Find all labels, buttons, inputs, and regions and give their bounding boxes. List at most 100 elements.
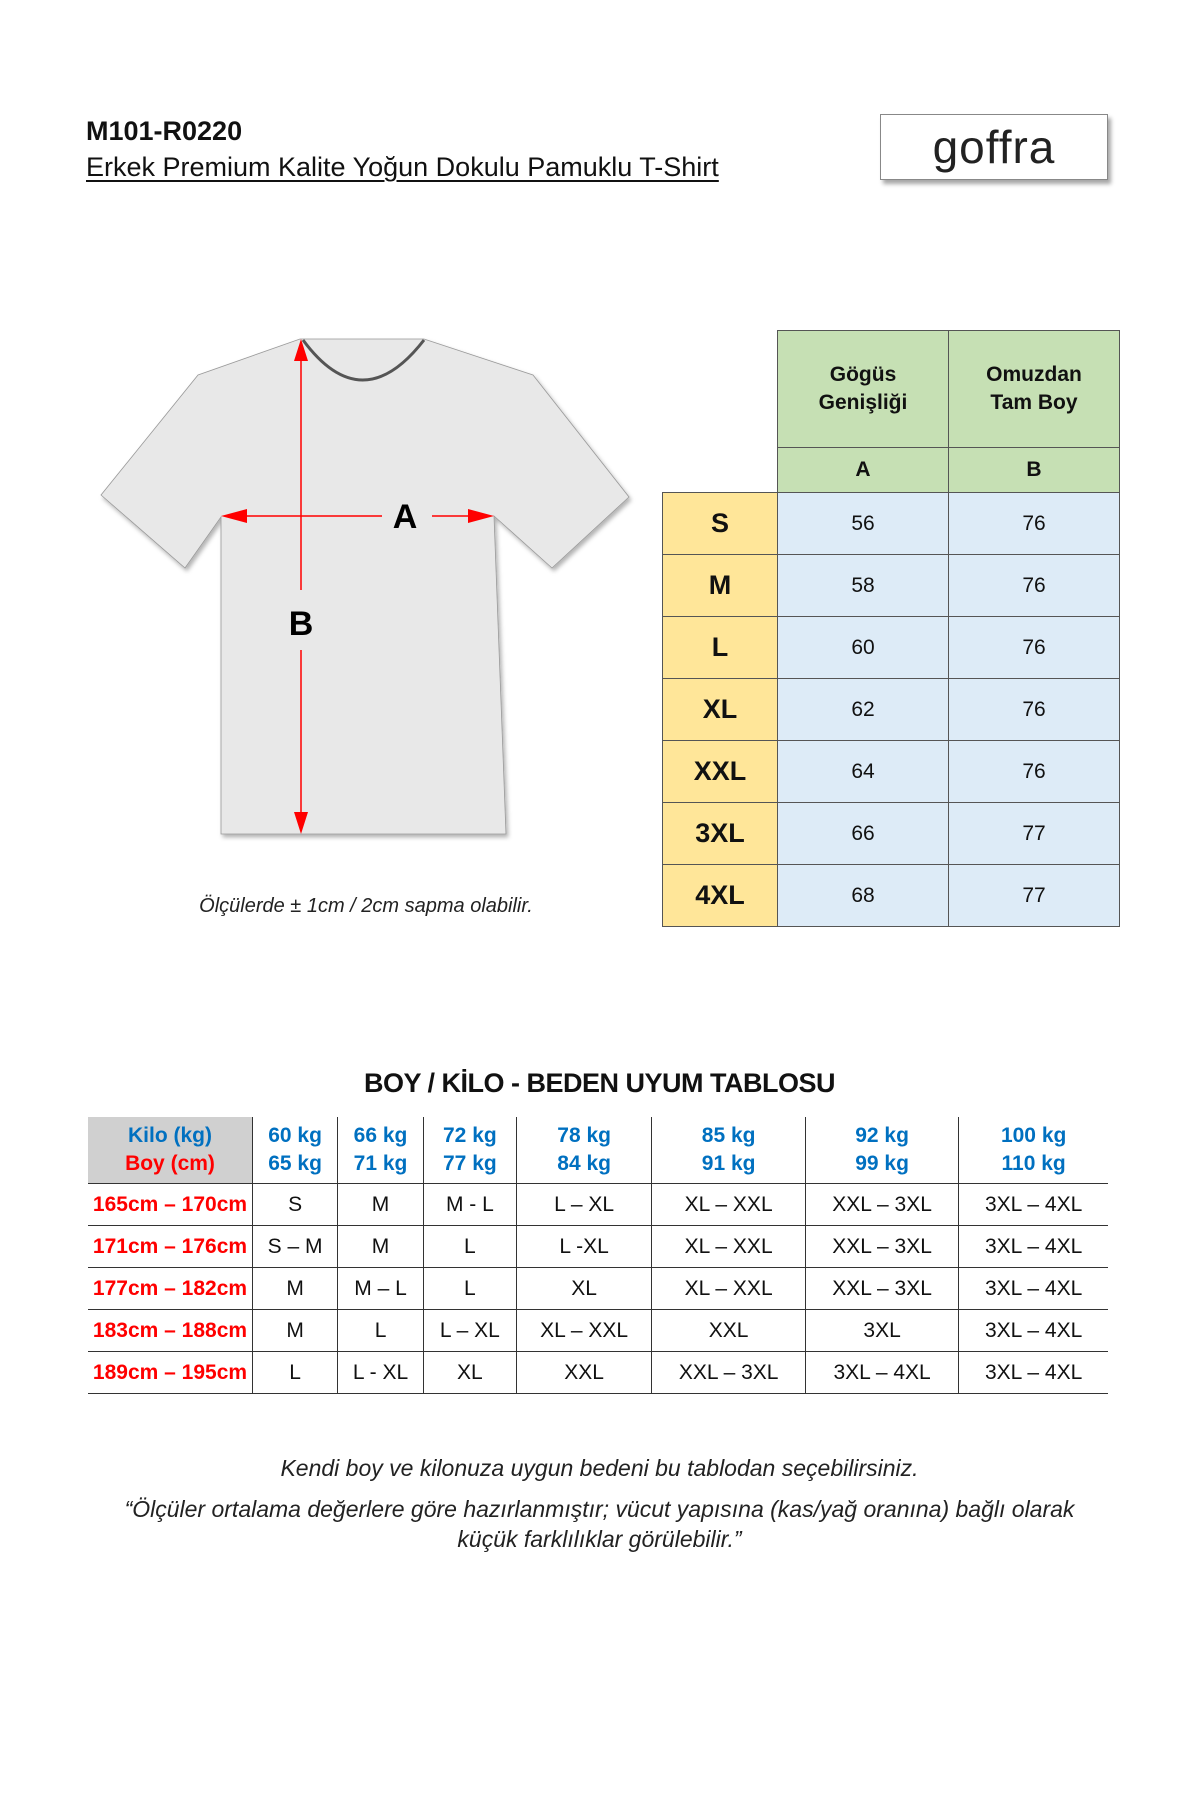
- height-weight-fit-table: Kilo (kg) Boy (cm) 60 kg 65 kg 66 kg 71 kg 72…: [88, 1117, 1108, 1394]
- recommended-size: XXL – 3XL: [651, 1351, 806, 1394]
- chest-width-value: 66: [777, 802, 949, 865]
- size-row: L 60 76: [662, 616, 1120, 679]
- recommended-size: 3XL – 4XL: [958, 1225, 1108, 1268]
- recommended-size: 3XL – 4XL: [958, 1309, 1108, 1352]
- recommended-size: 3XL – 4XL: [958, 1351, 1108, 1394]
- fit-table-title: BOY / KİLO - BEDEN UYUM TABLOSU: [363, 1068, 836, 1098]
- size-label: 4XL: [662, 864, 778, 927]
- size-row: 4XL 68 77: [662, 864, 1120, 927]
- recommended-size: XXL: [651, 1309, 806, 1352]
- tolerance-note: Ölçülerde ± 1cm / 2cm sapma olabilir.: [199, 895, 533, 917]
- size-row: XXL 64 76: [662, 740, 1120, 803]
- weight-range-header: 100 kg 110 kg: [958, 1117, 1108, 1184]
- weight-range-header: 78 kg 84 kg: [515, 1117, 653, 1184]
- recommended-size: XXL – 3XL: [804, 1183, 960, 1226]
- header-full-length: Omuzdan Tam Boy: [948, 330, 1120, 448]
- header-code-a: A: [777, 447, 949, 493]
- size-label: S: [662, 492, 778, 555]
- chest-width-value: 60: [777, 616, 949, 679]
- length-value: 76: [948, 554, 1120, 617]
- recommended-size: S – M: [251, 1225, 339, 1268]
- recommended-size: M – L: [337, 1267, 424, 1310]
- length-value: 76: [948, 616, 1120, 679]
- recommended-size: XXL: [515, 1351, 653, 1394]
- fit-row: 183cm – 188cm M L L – XL XL – XXL XXL 3XL 3XL –…: [88, 1309, 1108, 1352]
- recommended-size: XL – XXL: [651, 1225, 806, 1268]
- length-value: 77: [948, 802, 1120, 865]
- neckline: [301, 339, 426, 382]
- recommended-size: M: [337, 1225, 424, 1268]
- size-label: XL: [662, 678, 778, 741]
- chest-width-value: 58: [777, 554, 949, 617]
- recommended-size: L – XL: [422, 1309, 517, 1352]
- footer-line-1: Kendi boy ve kilonuza uygun bedeni bu ta…: [280, 1455, 919, 1481]
- product-code: M101-R0220: [86, 116, 243, 146]
- weight-range-header: 72 kg 77 kg: [422, 1117, 517, 1184]
- recommended-size: 3XL: [804, 1309, 960, 1352]
- size-row: M 58 76: [662, 554, 1120, 617]
- size-row: XL 62 76: [662, 678, 1120, 741]
- recommended-size: L: [251, 1351, 339, 1394]
- recommended-size: M: [337, 1183, 424, 1226]
- weight-range-header: 92 kg 99 kg: [804, 1117, 960, 1184]
- height-range: 171cm – 176cm: [88, 1225, 253, 1268]
- header-code-b: B: [948, 447, 1120, 493]
- chest-width-value: 62: [777, 678, 949, 741]
- recommended-size: L: [422, 1267, 517, 1310]
- length-value: 77: [948, 864, 1120, 927]
- length-value: 76: [948, 678, 1120, 741]
- header-chest-width: Gögüs Genişliği: [777, 330, 949, 448]
- recommended-size: 3XL – 4XL: [958, 1183, 1108, 1226]
- size-measurement-table: Gögüs Genişliği Omuzdan Tam Boy A B S 56 7…: [662, 330, 1120, 927]
- chest-width-value: 64: [777, 740, 949, 803]
- fit-row: 177cm – 182cm M M – L L XL XL – XXL XXL – 3XL 3…: [88, 1267, 1108, 1310]
- length-value: 76: [948, 492, 1120, 555]
- recommended-size: XXL – 3XL: [804, 1225, 960, 1268]
- height-range: 177cm – 182cm: [88, 1267, 253, 1310]
- recommended-size: 3XL – 4XL: [958, 1267, 1108, 1310]
- corner-header: Kilo (kg) Boy (cm): [88, 1117, 253, 1184]
- recommended-size: L: [337, 1309, 424, 1352]
- recommended-size: XL – XXL: [651, 1183, 806, 1226]
- weight-range-header: 85 kg 91 kg: [651, 1117, 806, 1184]
- recommended-size: XXL – 3XL: [804, 1267, 960, 1310]
- size-label: M: [662, 554, 778, 617]
- size-label: L: [662, 616, 778, 679]
- recommended-size: L - XL: [337, 1351, 424, 1394]
- recommended-size: M: [251, 1309, 339, 1352]
- chest-width-value: 56: [777, 492, 949, 555]
- recommended-size: S: [251, 1183, 339, 1226]
- recommended-size: XL – XXL: [515, 1309, 653, 1352]
- weight-range-header: 60 kg 65 kg: [251, 1117, 339, 1184]
- recommended-size: L: [422, 1225, 517, 1268]
- brand-logo: goffra: [880, 114, 1108, 180]
- size-label: 3XL: [662, 802, 778, 865]
- fit-row: 189cm – 195cm L L - XL XL XXL XXL – 3XL 3XL – …: [88, 1351, 1108, 1394]
- chest-width-value: 68: [777, 864, 949, 927]
- recommended-size: M: [251, 1267, 339, 1310]
- height-range: 165cm – 170cm: [88, 1183, 253, 1226]
- height-range: 183cm – 188cm: [88, 1309, 253, 1352]
- size-row: 3XL 66 77: [662, 802, 1120, 865]
- recommended-size: XL: [515, 1267, 653, 1310]
- recommended-size: XL – XXL: [651, 1267, 806, 1310]
- length-value: 76: [948, 740, 1120, 803]
- height-range: 189cm – 195cm: [88, 1351, 253, 1394]
- recommended-size: L -XL: [515, 1225, 653, 1268]
- recommended-size: M - L: [422, 1183, 517, 1226]
- footer-line-2: “Ölçüler ortalama değerlere göre hazırla…: [124, 1496, 1075, 1522]
- label-b: B: [289, 605, 314, 643]
- recommended-size: XL: [422, 1351, 517, 1394]
- size-label: XXL: [662, 740, 778, 803]
- tshirt-diagram: A B: [100, 338, 630, 835]
- product-title: Erkek Premium Kalite Yoğun Dokulu Pamukl…: [86, 152, 719, 182]
- size-row: S 56 76: [662, 492, 1120, 555]
- weight-range-header: 66 kg 71 kg: [337, 1117, 424, 1184]
- recommended-size: L – XL: [515, 1183, 653, 1226]
- recommended-size: 3XL – 4XL: [804, 1351, 960, 1394]
- footer-line-3: küçük farklılıklar görülebilir.”: [457, 1526, 742, 1552]
- label-a: A: [393, 498, 418, 536]
- tshirt-shape: [100, 338, 630, 835]
